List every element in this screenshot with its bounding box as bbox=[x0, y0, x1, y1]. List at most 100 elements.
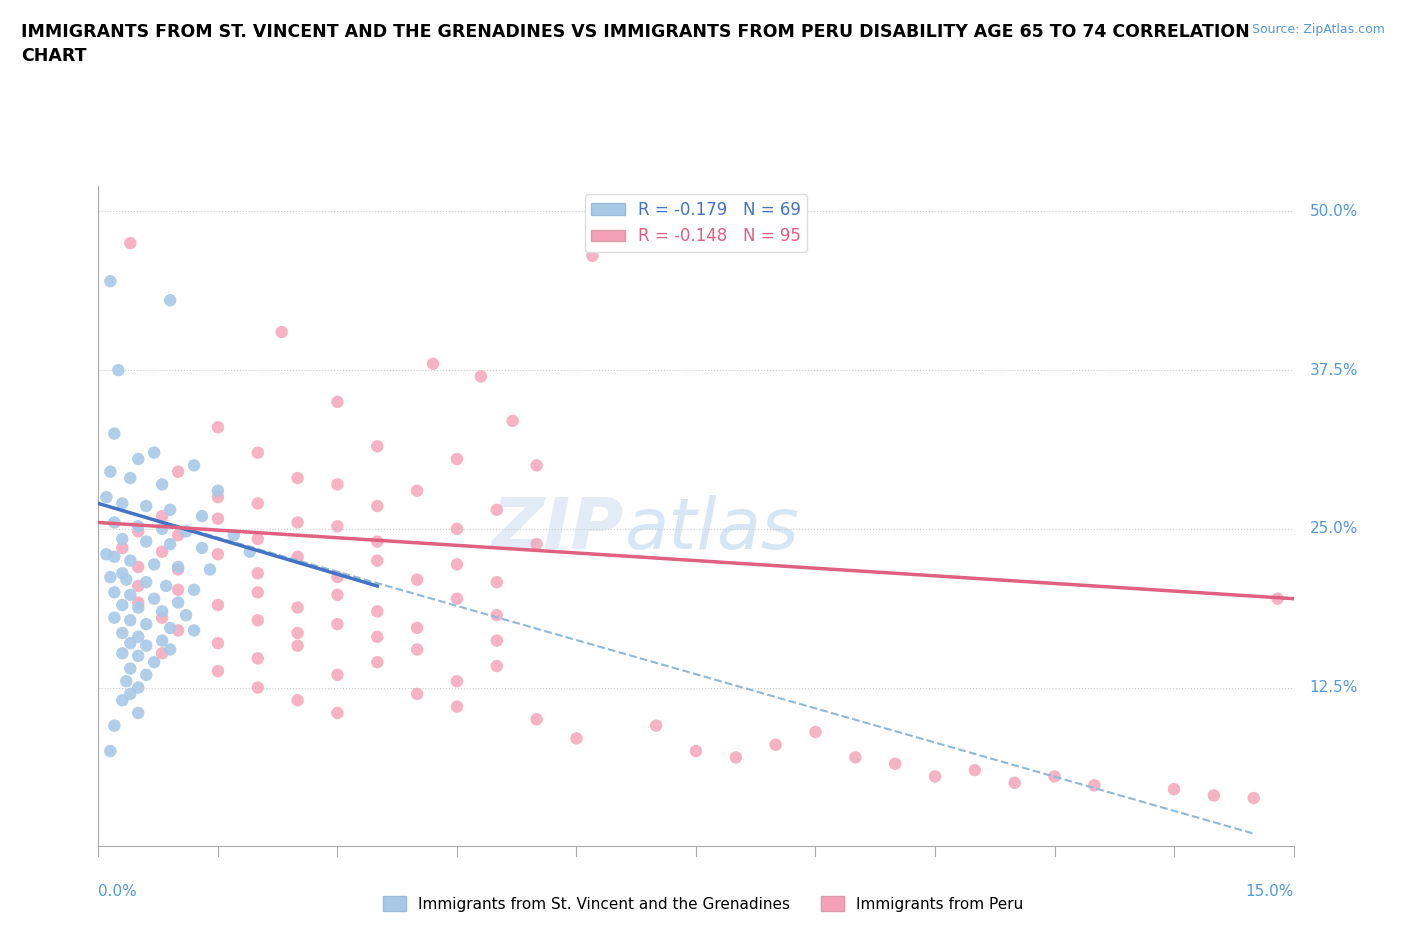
Point bbox=[111, 645, 134, 660]
Point bbox=[135, 668, 157, 683]
Point bbox=[120, 613, 142, 628]
Point bbox=[406, 686, 429, 701]
Point bbox=[127, 578, 149, 593]
Point bbox=[207, 598, 229, 613]
Point bbox=[246, 613, 269, 628]
Point bbox=[98, 744, 122, 759]
Point bbox=[406, 572, 429, 587]
Point bbox=[287, 693, 309, 708]
Point bbox=[406, 620, 429, 635]
Point bbox=[366, 655, 388, 670]
Point bbox=[167, 464, 190, 479]
Point bbox=[120, 235, 142, 250]
Point bbox=[326, 477, 349, 492]
Point bbox=[287, 600, 309, 615]
Point bbox=[155, 578, 177, 593]
Point bbox=[246, 651, 269, 666]
Point bbox=[135, 575, 157, 590]
Point bbox=[150, 509, 173, 524]
Point bbox=[239, 544, 262, 559]
Point bbox=[366, 534, 388, 549]
Point bbox=[326, 519, 349, 534]
Point bbox=[111, 598, 134, 613]
Point bbox=[167, 527, 190, 542]
Text: 37.5%: 37.5% bbox=[1309, 363, 1358, 378]
Point bbox=[111, 626, 134, 641]
Point bbox=[150, 522, 173, 537]
Point bbox=[143, 557, 166, 572]
Point bbox=[127, 600, 149, 615]
Point bbox=[963, 763, 986, 777]
Point bbox=[174, 524, 197, 538]
Point bbox=[111, 693, 134, 708]
Point bbox=[120, 471, 142, 485]
Point bbox=[485, 633, 508, 648]
Point bbox=[485, 502, 508, 517]
Point bbox=[207, 547, 229, 562]
Point bbox=[150, 544, 173, 559]
Point bbox=[366, 553, 388, 568]
Point bbox=[446, 699, 468, 714]
Point bbox=[103, 426, 125, 441]
Point bbox=[111, 565, 134, 580]
Point bbox=[98, 570, 122, 585]
Point bbox=[246, 680, 269, 695]
Point bbox=[111, 540, 134, 555]
Point bbox=[103, 585, 125, 600]
Point bbox=[103, 718, 125, 733]
Point bbox=[150, 477, 173, 492]
Point bbox=[207, 490, 229, 505]
Text: Source: ZipAtlas.com: Source: ZipAtlas.com bbox=[1251, 23, 1385, 36]
Point bbox=[366, 498, 388, 513]
Point bbox=[150, 610, 173, 625]
Text: 0.0%: 0.0% bbox=[98, 884, 138, 899]
Point bbox=[111, 532, 134, 547]
Point bbox=[183, 623, 205, 638]
Point bbox=[581, 248, 603, 263]
Text: IMMIGRANTS FROM ST. VINCENT AND THE GRENADINES VS IMMIGRANTS FROM PERU DISABILIT: IMMIGRANTS FROM ST. VINCENT AND THE GREN… bbox=[21, 23, 1250, 65]
Point bbox=[446, 522, 468, 537]
Point bbox=[246, 532, 269, 547]
Point bbox=[724, 750, 747, 764]
Point bbox=[246, 496, 269, 511]
Point bbox=[502, 414, 524, 429]
Point bbox=[406, 642, 429, 657]
Point bbox=[167, 623, 190, 638]
Point bbox=[844, 750, 866, 764]
Point bbox=[127, 452, 149, 467]
Point bbox=[804, 724, 827, 739]
Point bbox=[565, 731, 588, 746]
Point bbox=[485, 608, 508, 623]
Point bbox=[526, 458, 548, 472]
Point bbox=[127, 519, 149, 534]
Point bbox=[326, 668, 349, 683]
Point bbox=[924, 769, 946, 784]
Point bbox=[1043, 769, 1066, 784]
Point bbox=[207, 484, 229, 498]
Point bbox=[207, 512, 229, 526]
Point bbox=[107, 363, 129, 378]
Point bbox=[120, 686, 142, 701]
Point bbox=[270, 325, 292, 339]
Point bbox=[98, 464, 122, 479]
Point bbox=[127, 524, 149, 538]
Point bbox=[167, 560, 190, 575]
Point bbox=[765, 737, 787, 752]
Point bbox=[135, 638, 157, 653]
Point bbox=[174, 608, 197, 623]
Point bbox=[287, 515, 309, 530]
Point bbox=[326, 617, 349, 631]
Legend: R = -0.179   N = 69, R = -0.148   N = 95: R = -0.179 N = 69, R = -0.148 N = 95 bbox=[585, 194, 807, 252]
Point bbox=[183, 582, 205, 597]
Point bbox=[366, 604, 388, 618]
Point bbox=[127, 706, 149, 721]
Point bbox=[1243, 790, 1265, 805]
Point bbox=[485, 575, 508, 590]
Point bbox=[526, 537, 548, 551]
Point bbox=[366, 439, 388, 454]
Point bbox=[366, 630, 388, 644]
Point bbox=[120, 588, 142, 603]
Point bbox=[159, 620, 181, 635]
Point bbox=[207, 664, 229, 679]
Point bbox=[287, 550, 309, 565]
